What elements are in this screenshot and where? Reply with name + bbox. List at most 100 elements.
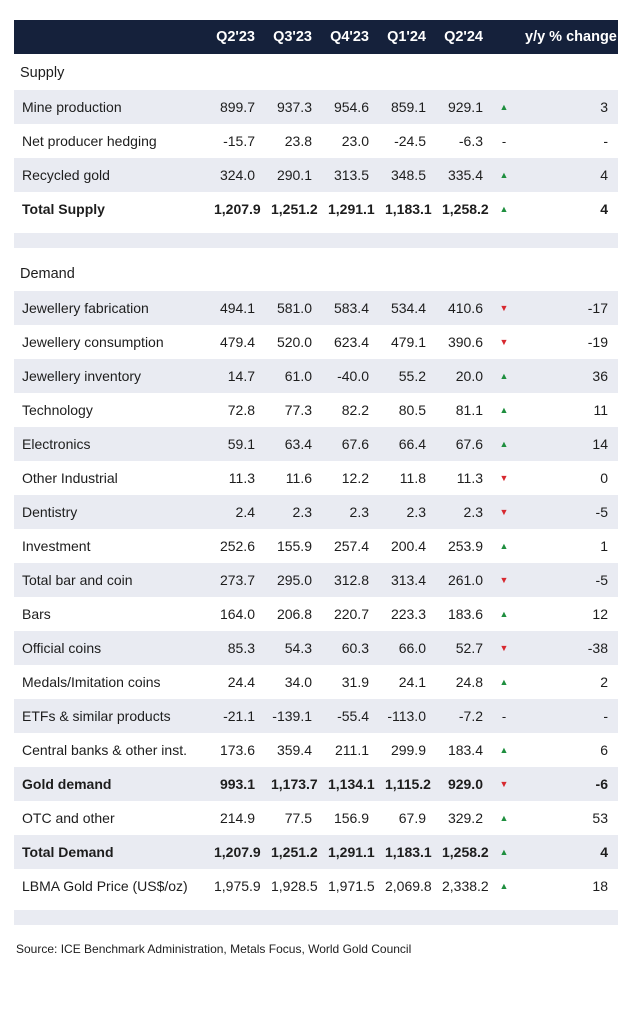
yoy-change-value: -5 xyxy=(517,563,618,597)
table-row: Total Demand 1,207.9 1,251.2 1,291.1 1,183.1… xyxy=(14,835,618,869)
value-Q2-24: 410.6 xyxy=(434,291,491,325)
value-Q2-23: -15.7 xyxy=(223,133,255,149)
value-Q2-24: 183.4 xyxy=(447,742,483,758)
table-row: Electronics 59.1 63.4 67.6 66.4 67.6 ▲ 14 xyxy=(14,427,618,461)
trend-up-icon: ▲ xyxy=(491,835,517,869)
value-Q2-23: 1,975.9 xyxy=(214,878,261,894)
value-Q3-23: 937.3 xyxy=(263,90,320,124)
value-Q2-24: 335.4 xyxy=(434,158,491,192)
value-Q1-24: -24.5 xyxy=(394,133,426,149)
value-Q2-24: 2,338.2 xyxy=(442,878,489,894)
value-Q3-23: 155.9 xyxy=(276,538,312,554)
value-Q2-23: 59.1 xyxy=(206,427,263,461)
yoy-change-value: 0 xyxy=(600,470,608,486)
table-row: Gold demand 993.1 1,173.7 1,134.1 1,115.2 929… xyxy=(14,767,618,801)
value-Q2-23: 1,207.9 xyxy=(206,835,263,869)
table-row: Mine production 899.7 937.3 954.6 859.1 929.1… xyxy=(14,90,618,124)
table-row: ETFs & similar products -21.1 -139.1 -55.4-… xyxy=(14,699,618,733)
value-Q4-23: 313.5 xyxy=(320,158,377,192)
row-label: Medals/Imitation coins xyxy=(22,674,161,690)
value-Q2-23: 24.4 xyxy=(227,674,255,690)
section-title-row-demand: Demand xyxy=(14,251,618,291)
row-label: Electronics xyxy=(14,427,206,461)
gold-supply-demand-page: Q2'23 Q3'23 Q4'23 Q1'24 Q2'24 y/y % chan… xyxy=(14,20,618,956)
value-Q3-23: 359.4 xyxy=(276,742,312,758)
trend-none-dash: - xyxy=(491,699,517,733)
value-Q2-24: 2.3 xyxy=(434,495,491,529)
gold-supply-demand-table: Q2'23 Q3'23 Q4'23 Q1'24 Q2'24 y/y % chan… xyxy=(14,20,618,932)
table-row: Net producer hedging -15.7 23.8 23.0 -24.5 -6… xyxy=(14,124,618,158)
table-row: Technology 72.8 77.3 82.2 80.5 81.1 ▲ 11 xyxy=(14,393,618,427)
value-Q2-24: 81.1 xyxy=(455,402,483,418)
value-Q3-23: 1,251.2 xyxy=(263,835,320,869)
value-Q4-23: 23.0 xyxy=(341,133,369,149)
yoy-change-value: 3 xyxy=(517,90,618,124)
value-Q1-24: 80.5 xyxy=(398,402,426,418)
value-Q4-23: 211.1 xyxy=(335,742,369,758)
header-q2-23: Q2'23 xyxy=(206,20,263,54)
value-Q2-24: 11.3 xyxy=(456,470,483,486)
header-q1-24: Q1'24 xyxy=(377,20,434,54)
value-Q3-23: 1,251.2 xyxy=(271,201,318,217)
yoy-change-value: -6 xyxy=(517,767,618,801)
value-Q3-23: -139.1 xyxy=(263,699,320,733)
row-label: Total Supply xyxy=(22,201,105,217)
value-Q1-24: 1,183.1 xyxy=(385,201,432,217)
value-Q1-24: 55.2 xyxy=(377,359,434,393)
trend-down-icon: ▼ xyxy=(491,631,517,665)
trend-up-icon: ▲ xyxy=(499,541,509,551)
value-Q4-23: 2.3 xyxy=(320,495,377,529)
yoy-change-value: - xyxy=(517,699,618,733)
value-Q1-24: 479.1 xyxy=(390,334,426,350)
value-Q1-24: 2.3 xyxy=(377,495,434,529)
trend-up-icon: ▲ xyxy=(491,359,517,393)
value-Q2-23: 479.4 xyxy=(219,334,255,350)
row-label: Jewellery inventory xyxy=(14,359,206,393)
value-Q2-23: 11.3 xyxy=(228,470,255,486)
table-row: Total bar and coin 273.7 295.0 312.8 313.4 26… xyxy=(14,563,618,597)
trend-up-icon: ▲ xyxy=(499,405,509,415)
row-label: Central banks & other inst. xyxy=(22,742,187,758)
value-Q2-23: 273.7 xyxy=(206,563,263,597)
spacer-band xyxy=(14,903,618,932)
spacer-band xyxy=(14,226,618,255)
row-label: Total Demand xyxy=(14,835,206,869)
value-Q4-23: -55.4 xyxy=(320,699,377,733)
yoy-change-value: 12 xyxy=(592,606,608,622)
value-Q2-23: 85.3 xyxy=(206,631,263,665)
value-Q4-23: 1,134.1 xyxy=(320,767,377,801)
row-label: Recycled gold xyxy=(14,158,206,192)
value-Q2-24: 390.6 xyxy=(447,334,483,350)
table-row: Dentistry 2.4 2.3 2.3 2.3 2.3 ▼ -5 xyxy=(14,495,618,529)
trend-up-icon: ▲ xyxy=(499,609,509,619)
value-Q3-23: 34.0 xyxy=(284,674,312,690)
table-row: Medals/Imitation coins 24.4 34.0 31.9 24.1 24… xyxy=(14,665,618,699)
value-Q3-23: 63.4 xyxy=(263,427,320,461)
trend-down-icon: ▼ xyxy=(491,495,517,529)
yoy-change-value: 4 xyxy=(517,158,618,192)
value-Q3-23: 581.0 xyxy=(263,291,320,325)
value-Q2-24: 24.8 xyxy=(455,674,483,690)
trend-up-icon: ▲ xyxy=(491,90,517,124)
value-Q3-23: 11.6 xyxy=(285,470,312,486)
value-Q4-23: 12.2 xyxy=(341,470,369,486)
value-Q1-24: 200.4 xyxy=(390,538,426,554)
value-Q4-23: 312.8 xyxy=(320,563,377,597)
value-Q3-23: 1,928.5 xyxy=(271,878,318,894)
table-row: Official coins 85.3 54.3 60.3 66.0 52.7 ▼ -38 xyxy=(14,631,618,665)
value-Q3-23: 61.0 xyxy=(263,359,320,393)
table-row: Central banks & other inst. 173.6 359.4 211… xyxy=(14,733,618,767)
value-Q1-24: 66.0 xyxy=(377,631,434,665)
row-label: Official coins xyxy=(14,631,206,665)
value-Q4-23: 583.4 xyxy=(320,291,377,325)
header-q3-23: Q3'23 xyxy=(263,20,320,54)
trend-down-icon: ▼ xyxy=(499,337,509,347)
row-label: Net producer hedging xyxy=(22,133,157,149)
row-label: ETFs & similar products xyxy=(14,699,206,733)
spacer-row xyxy=(14,903,618,932)
section-title-demand: Demand xyxy=(14,251,618,291)
yoy-change-value: 6 xyxy=(600,742,608,758)
value-Q2-23: 324.0 xyxy=(206,158,263,192)
section-title-supply: Supply xyxy=(14,54,618,90)
value-Q4-23: -40.0 xyxy=(320,359,377,393)
